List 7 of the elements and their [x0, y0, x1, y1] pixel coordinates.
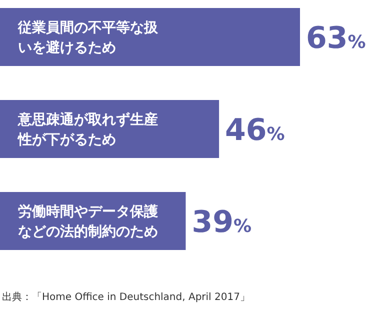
data-label: 46%: [225, 113, 285, 148]
source-note: 出典：「Home Office in Deutschland, April 2017」: [2, 291, 250, 303]
data-label: 39%: [192, 205, 252, 240]
y-tick-label: 意思疎通が取れず生産性が下がるため: [17, 111, 158, 148]
y-tick-label: 従業員間の不平等な扱いを避けるため: [17, 20, 159, 56]
y-tick-label: 労働時間やデータ保護などの法的制約のため: [18, 203, 158, 240]
data-label: 63%: [306, 21, 366, 56]
